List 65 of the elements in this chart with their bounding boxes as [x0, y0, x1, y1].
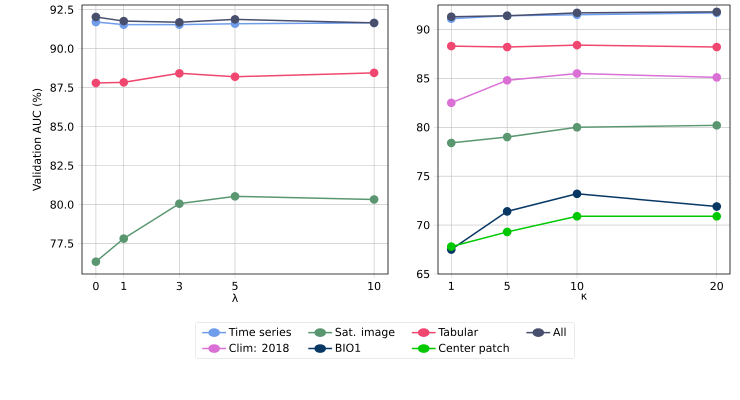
point: [230, 192, 240, 201]
point: [502, 42, 512, 52]
y-tick-label: 85: [416, 74, 430, 83]
point: [712, 202, 722, 211]
y-tick-label: 90.0: [50, 44, 74, 53]
point: [230, 72, 240, 82]
legend-label: Center patch: [438, 344, 509, 354]
y-tick-label: 75: [417, 172, 430, 180]
x-tick-label: 10: [368, 282, 380, 290]
legend-label: All: [553, 328, 566, 336]
point: [712, 120, 722, 130]
y-tick-label: 70: [417, 220, 430, 230]
point: [175, 68, 184, 78]
point: [92, 12, 100, 22]
point: [175, 199, 184, 208]
point: [119, 16, 128, 26]
legend-label: Sat. image: [336, 328, 394, 338]
x-axis-title: λ: [232, 294, 238, 302]
point: [502, 76, 512, 85]
y-tick-label: 87.5: [50, 84, 74, 92]
point: [502, 228, 512, 236]
legend-label: Clim: 2018: [229, 344, 289, 352]
y-tick-label: 82.5: [50, 161, 74, 170]
point: [92, 78, 100, 88]
point: [370, 195, 378, 204]
point: [119, 234, 128, 243]
y-tick-label: 77.5: [50, 240, 74, 248]
point: [230, 14, 240, 24]
point: [92, 257, 100, 266]
x-tick-label: 10: [571, 282, 584, 290]
x-tick-label: 5: [232, 282, 238, 290]
legend-label: Time series: [228, 328, 291, 336]
legend-label: BIO1: [336, 344, 360, 352]
point: [572, 69, 582, 78]
point: [502, 132, 512, 142]
point: [712, 42, 722, 52]
point: [175, 18, 184, 27]
y-axis-title: Validation AUC (%): [32, 88, 42, 192]
point: [446, 138, 456, 148]
point: [446, 42, 456, 50]
y-tick-label: 65: [416, 270, 430, 278]
x-tick-label: 20: [710, 282, 723, 290]
x-tick-label: 1: [121, 282, 126, 290]
point: [572, 122, 582, 132]
point: [712, 73, 722, 82]
x-tick-label: 5: [504, 282, 510, 290]
y-tick-label: 80: [416, 123, 430, 132]
point: [446, 242, 456, 251]
y-tick-label: 92.5: [50, 6, 74, 14]
y-tick-label: 90: [416, 25, 430, 34]
point: [119, 78, 128, 87]
point: [370, 68, 378, 78]
point: [572, 40, 582, 50]
point: [572, 212, 582, 221]
x-axis-title: κ: [582, 294, 587, 300]
point: [712, 212, 722, 221]
point: [502, 207, 512, 216]
y-tick-label: 85.0: [50, 122, 74, 131]
x-tick-label: 0: [93, 282, 99, 290]
point: [446, 98, 456, 108]
y-tick-label: 80.0: [50, 200, 74, 209]
legend-label: Tabular: [438, 328, 478, 336]
point: [572, 189, 582, 198]
x-tick-label: 3: [176, 282, 182, 290]
x-tick-label: 1: [448, 282, 454, 290]
